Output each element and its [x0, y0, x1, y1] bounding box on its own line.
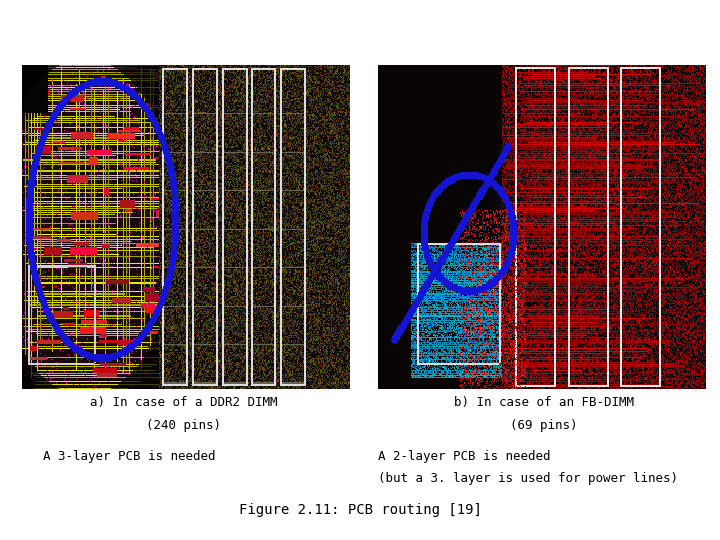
Text: (240 pins): (240 pins) [146, 419, 221, 432]
Text: Figure 2.11: PCB routing [19]: Figure 2.11: PCB routing [19] [238, 503, 482, 517]
Text: 2.3.2.2  Memory type (27): 2.3.2.2 Memory type (27) [202, 16, 518, 36]
Text: a) In case of a DDR2 DIMM: a) In case of a DDR2 DIMM [90, 396, 277, 409]
Text: A 3-layer PCB is needed: A 3-layer PCB is needed [43, 450, 216, 463]
Text: A 2-layer PCB is needed: A 2-layer PCB is needed [378, 450, 551, 463]
Text: (69 pins): (69 pins) [510, 419, 577, 432]
Text: b) In case of an FB-DIMM: b) In case of an FB-DIMM [454, 396, 634, 409]
Text: (but a 3. layer is used for power lines): (but a 3. layer is used for power lines) [378, 471, 678, 484]
